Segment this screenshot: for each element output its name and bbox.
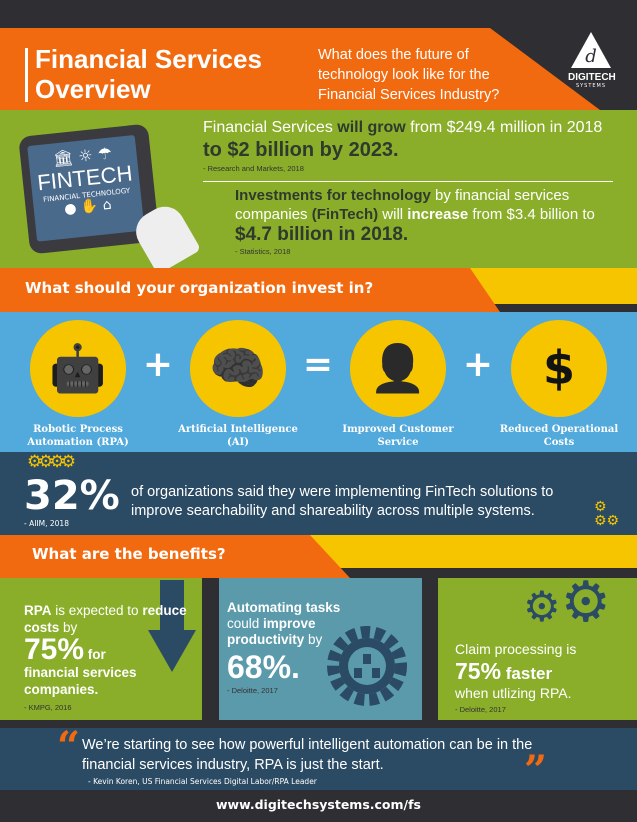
logo-triangle-icon: d (571, 32, 611, 68)
stat-divider (203, 181, 613, 182)
highlight-percent: 32% (24, 473, 120, 519)
team-gear-icon (327, 626, 407, 706)
stat-investment: Investments for technology by financial … (235, 187, 595, 256)
quote-attribution: - Kevin Koren, US Financial Services Dig… (88, 777, 317, 786)
benefit-panel-productivity: Automating tasks could improve productiv… (219, 578, 422, 720)
brain-icon: 🧠 (209, 341, 267, 395)
highlight-band (0, 452, 637, 535)
quote-band (0, 728, 637, 790)
close-quote-icon: ” (524, 747, 548, 794)
invest-item-label: Reduced Operational Costs (499, 424, 619, 448)
svg-text:d: d (585, 46, 597, 67)
invest-item-icon-circle: 👤 (350, 320, 446, 417)
invest-item-label: Artificial Intelligence (AI) (178, 424, 298, 448)
benefits-heading-band (0, 535, 350, 578)
footer-url[interactable]: www.digitechsystems.com/fs (216, 797, 421, 812)
benefits-heading-band-yellow (300, 535, 637, 568)
invest-item-icon-circle: $ (511, 320, 607, 417)
down-arrow-icon (148, 580, 196, 672)
dollar-down-icon: $ (542, 341, 575, 395)
title-divider (25, 48, 28, 102)
gears-icon-large: ⚙⚙ (523, 570, 611, 635)
operator-sign: + (142, 344, 174, 385)
invest-item-label: Improved Customer Service (342, 424, 454, 448)
gears-icon: ⚙⚙⚙⚙ (27, 452, 76, 472)
open-quote-icon: “ (57, 723, 81, 770)
invest-item-icon-circle: 🤖 (30, 320, 126, 417)
operator-sign: + (462, 344, 494, 385)
page-title: Financial Services Overview (35, 44, 262, 104)
operator-sign: = (302, 344, 334, 385)
benefits-heading: What are the benefits? (32, 545, 226, 563)
quote-text: We’re starting to see how powerful intel… (82, 737, 533, 773)
invest-heading: What should your organization invest in? (25, 279, 374, 297)
robot-icon: 🤖 (49, 341, 107, 395)
header-question: What does the future of technology look … (318, 47, 500, 103)
benefit-panel-claims: ⚙⚙ Claim processing is 75% faster when u… (438, 570, 637, 720)
header-band (0, 28, 600, 110)
gears-icon-small: ⚙ ⚙⚙ (594, 499, 620, 529)
digitech-logo: d DIGITECH SYSTEMS (568, 32, 616, 89)
invest-item-label: Robotic Process Automation (RPA) (27, 424, 129, 448)
benefit-panel-costs: RPA is expected to reduce costs by 75% f… (0, 578, 202, 720)
stat-growth: Financial Services will grow from $249.4… (203, 119, 603, 173)
highlight-text: of organizations said they were implemen… (131, 484, 554, 519)
invest-item-icon-circle: 🧠 (190, 320, 286, 417)
invest-heading-band (0, 268, 500, 312)
highlight-source: - AIIM, 2018 (24, 519, 69, 528)
customer-service-agent-icon: 👤 (369, 341, 427, 395)
